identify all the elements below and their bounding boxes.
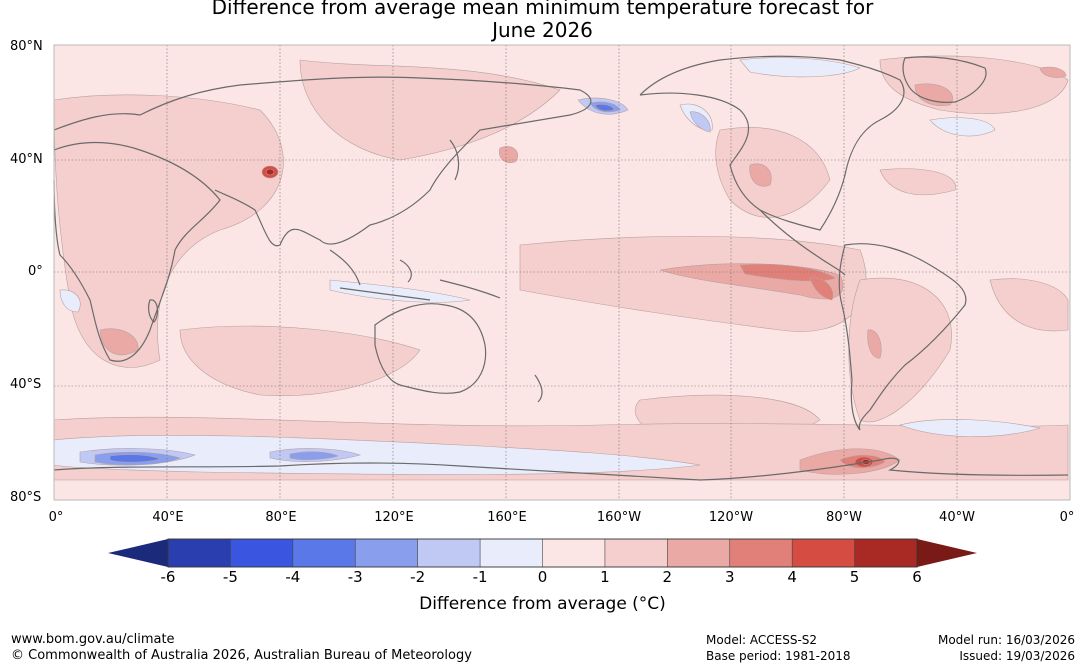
lon-label-120e: 120°E — [374, 510, 414, 525]
lon-label-0-right: 0° — [1059, 510, 1075, 525]
lon-label-40e: 40°E — [152, 510, 184, 525]
lon-label-80e: 80°E — [265, 510, 297, 525]
colorbar-tick-label: 4 — [787, 568, 797, 586]
colorbar-border — [167, 538, 918, 568]
lat-label-40s: 40°S — [10, 377, 42, 392]
graticule — [54, 45, 1070, 500]
colorbar-segments — [167, 538, 918, 568]
colorbar-segment — [230, 538, 294, 568]
footer-url: www.bom.gov.au/climate — [11, 632, 175, 647]
colorbar-tick-label: -4 — [285, 568, 301, 586]
colorbar-tick-label: -5 — [222, 568, 238, 586]
coastlines — [53, 55, 1069, 481]
colorbar-tick-label: -6 — [160, 568, 176, 586]
lon-label-80w: 80°W — [826, 510, 862, 525]
title-line-2: June 2026 — [492, 18, 593, 42]
colorbar-tick-label: -3 — [347, 568, 363, 586]
lon-label-160w: 160°W — [596, 510, 642, 525]
colorbar-segment — [417, 538, 481, 568]
colorbar-tick-label: 1 — [600, 568, 610, 586]
footer-model-run: Model run: 16/03/2026 — [937, 633, 1075, 647]
colorbar-tick-label: -2 — [410, 568, 426, 586]
colorbar-low-arrow — [108, 539, 168, 567]
footer-copyright: © Commonwealth of Australia 2026, Austra… — [11, 648, 472, 663]
colorbar-segment — [729, 538, 793, 568]
colorbar-tick-label: 0 — [537, 568, 548, 586]
colorbar-high-arrow — [917, 539, 977, 567]
colorbar-segment — [542, 538, 606, 568]
lon-label-40w: 40°W — [939, 510, 975, 525]
colorbar-segment — [292, 538, 357, 568]
footer-base-period: Base period: 1981-2018 — [706, 649, 851, 663]
colorbar-label: Difference from average (°C) — [419, 594, 666, 614]
map-title: Difference from average mean minimum tem… — [0, 0, 1085, 42]
anomaly-contours — [53, 55, 1069, 481]
footer-issued: Issued: 19/03/2026 — [959, 649, 1075, 663]
colorbar-tick-label: 3 — [724, 568, 735, 586]
colorbar-segment — [791, 538, 856, 568]
lat-label-equator: 0° — [28, 264, 43, 279]
lon-label-160e: 160°E — [487, 510, 527, 525]
colorbar-tick-label: 6 — [912, 568, 922, 586]
lon-label-120w: 120°W — [708, 510, 754, 525]
lon-label-0-left: 0° — [48, 510, 64, 525]
colorbar-tick-label: 5 — [849, 568, 860, 586]
colorbar-segment — [604, 538, 669, 568]
colorbar-segment — [854, 538, 918, 568]
title-line-1: Difference from average mean minimum tem… — [211, 0, 874, 19]
lat-label-80n: 80°N — [10, 39, 43, 54]
colorbar-tick-label: -1 — [472, 568, 488, 586]
lat-label-40n: 40°N — [10, 152, 43, 167]
map-frame — [53, 44, 1071, 501]
colorbar-segment — [167, 538, 232, 568]
colorbar-segment — [479, 538, 544, 568]
colorbar-segment — [354, 538, 419, 568]
colorbar-tick-label: 2 — [662, 568, 673, 586]
colorbar-segment — [667, 538, 731, 568]
lat-label-80s: 80°S — [10, 490, 42, 505]
footer-model: Model: ACCESS-S2 — [706, 633, 818, 647]
colorbar — [108, 538, 977, 568]
